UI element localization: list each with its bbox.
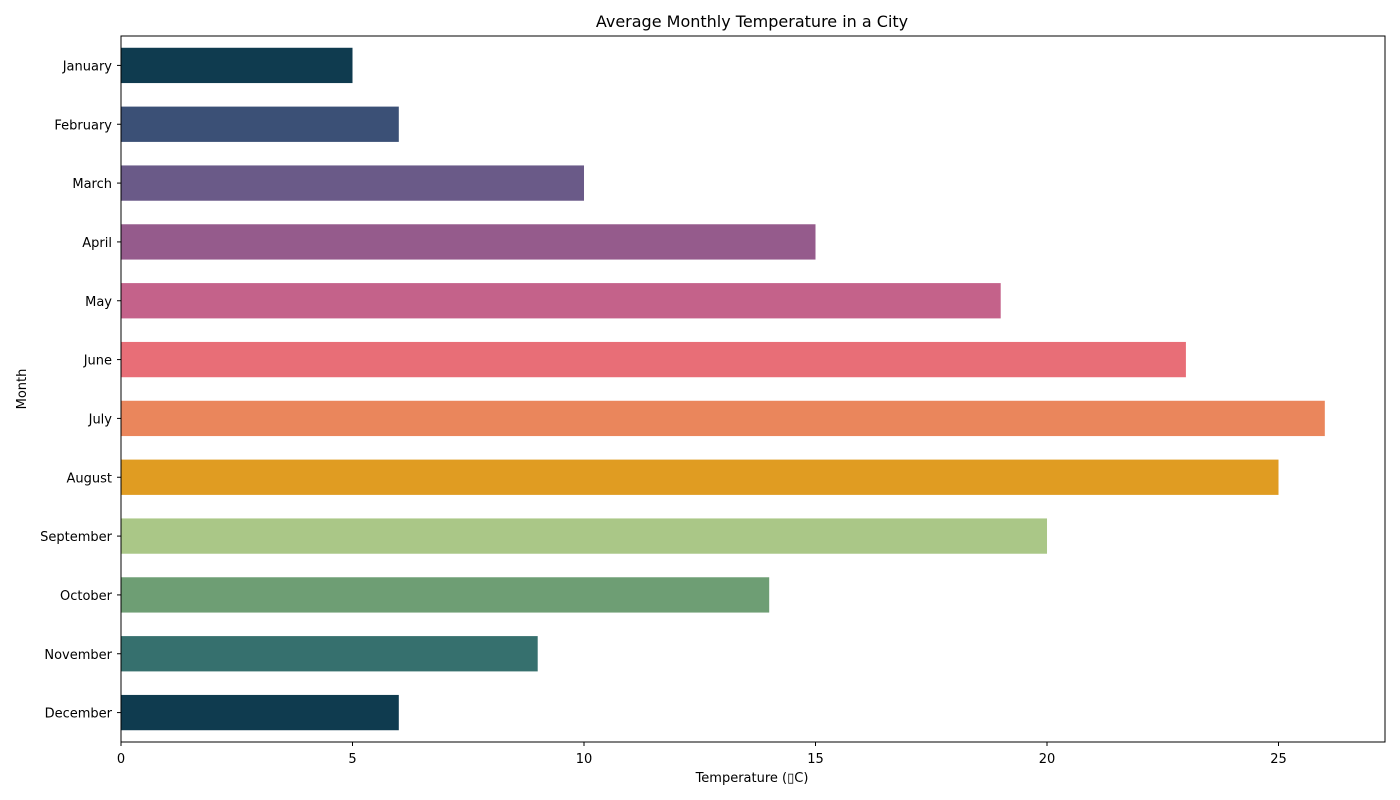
bar-may	[121, 283, 1001, 319]
y-tick-label: February	[54, 118, 112, 133]
y-tick-label: June	[83, 354, 112, 369]
x-axis-ticks: 0 5 10 15 20 25	[117, 742, 1287, 767]
x-tick-label: 5	[348, 752, 356, 767]
x-axis-title: Temperature (▯C)	[695, 771, 809, 786]
y-tick-label: September	[40, 530, 113, 545]
y-tick-label: August	[67, 471, 113, 486]
y-tick-label: October	[60, 589, 113, 604]
x-tick-label: 15	[807, 752, 824, 767]
bar-april	[121, 224, 816, 260]
y-tick-label: November	[44, 648, 112, 663]
y-tick-label: July	[88, 412, 113, 427]
y-tick-label: April	[82, 236, 112, 251]
y-axis-ticks: January February March April May June July Augu…	[40, 59, 121, 722]
bar-january	[121, 47, 353, 84]
plot-frame	[120, 35, 1386, 743]
y-tick-label: December	[45, 707, 113, 722]
bar-november	[121, 636, 538, 672]
bar-february	[121, 106, 399, 142]
y-tick-label: January	[62, 59, 113, 74]
x-tick-label: 20	[1039, 752, 1056, 767]
bar-october	[121, 577, 770, 613]
x-tick-label: 0	[117, 752, 125, 767]
bar-september	[121, 518, 1048, 554]
y-tick-label: May	[85, 295, 112, 310]
chart-title: Average Monthly Temperature in a City	[596, 12, 908, 31]
x-tick-label: 25	[1270, 752, 1287, 767]
bar-august	[121, 459, 1279, 495]
bars-group	[121, 47, 1325, 731]
bar-december	[121, 694, 399, 731]
y-tick-label: March	[72, 177, 112, 192]
bar-june	[121, 341, 1186, 378]
y-axis-title: Month	[15, 369, 30, 410]
bar-july	[121, 400, 1325, 437]
bar-march	[121, 165, 585, 201]
x-tick-label: 10	[576, 752, 593, 767]
